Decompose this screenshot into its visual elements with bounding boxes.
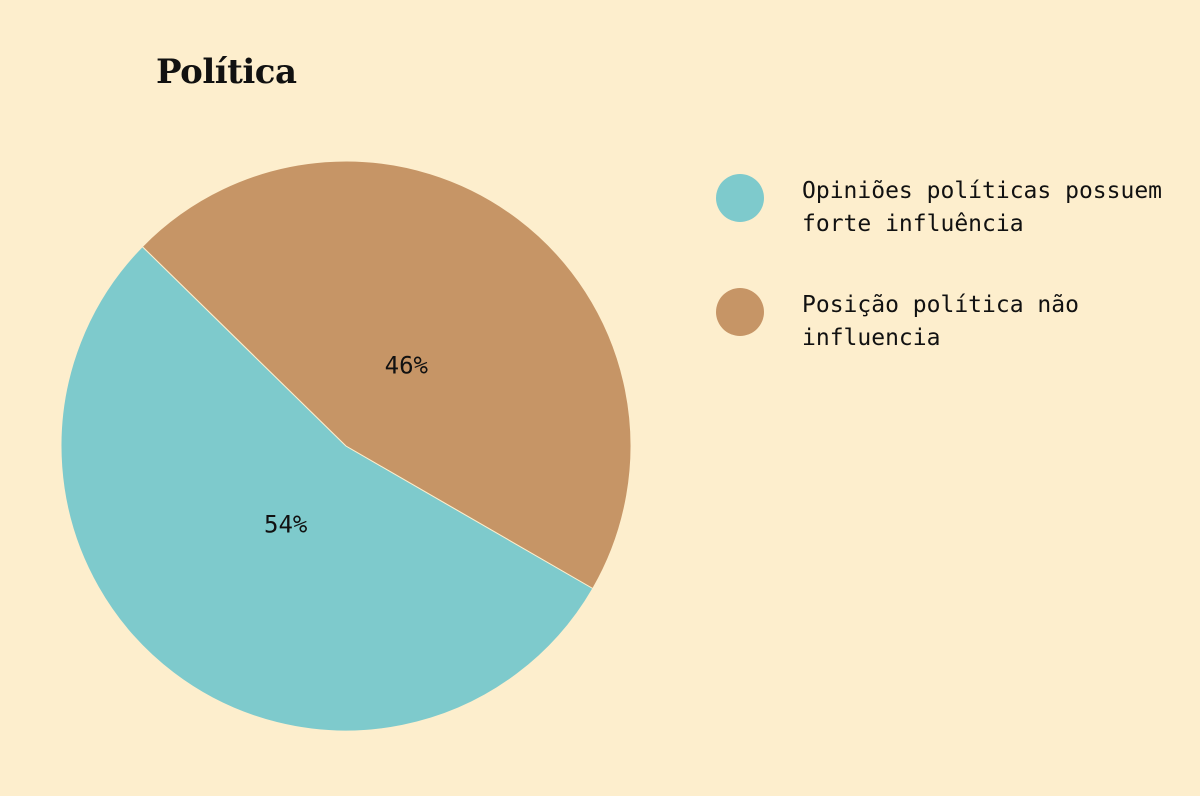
legend-item-no-influence[interactable]: Posição política não influencia <box>716 288 1186 360</box>
legend-swatch-no-influence <box>716 288 764 336</box>
pie-chart: 54% 46% <box>60 160 632 732</box>
legend: Opiniões políticas possuem forte influên… <box>716 174 1186 402</box>
pie-slice-strong-influence[interactable] <box>60 245 594 732</box>
legend-item-strong-influence[interactable]: Opiniões políticas possuem forte influên… <box>716 174 1186 246</box>
pie-label-no-influence: 46% <box>385 352 429 380</box>
legend-swatch-strong-influence <box>716 174 764 222</box>
legend-label-no-influence: Posição política não influencia <box>802 292 1079 351</box>
pie-label-strong-influence: 54% <box>264 510 308 538</box>
pie-slice-no-influence[interactable] <box>141 160 632 590</box>
legend-label-strong-influence: Opiniões políticas possuem forte influên… <box>802 178 1163 237</box>
chart-title: Política <box>156 52 297 92</box>
